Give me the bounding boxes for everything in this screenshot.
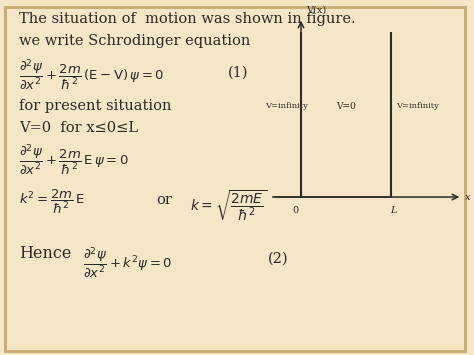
Text: The situation of  motion was shown in figure.: The situation of motion was shown in fig… [19, 12, 355, 26]
Text: or: or [156, 193, 172, 207]
Text: (2): (2) [268, 252, 289, 266]
Text: we write Schrodinger equation: we write Schrodinger equation [19, 34, 250, 48]
Text: (1): (1) [228, 66, 248, 80]
Text: 0: 0 [292, 206, 299, 215]
Text: Hence: Hence [19, 245, 71, 262]
Text: V=0: V=0 [336, 102, 356, 111]
Text: V=0  for x≤0≤L: V=0 for x≤0≤L [19, 121, 138, 135]
Text: $\dfrac{\partial^2\psi}{\partial x^2} +\dfrac{2m}{\hbar^2}\,(\mathrm{E}-\mathrm{: $\dfrac{\partial^2\psi}{\partial x^2} +\… [19, 57, 164, 92]
Text: $k=\sqrt{\dfrac{2mE}{\hbar^2}}$: $k=\sqrt{\dfrac{2mE}{\hbar^2}}$ [190, 188, 267, 223]
Text: L: L [390, 206, 397, 215]
Text: for present situation: for present situation [19, 99, 172, 113]
Text: V=infinity: V=infinity [265, 102, 308, 110]
Text: V=infinity: V=infinity [396, 102, 438, 110]
Text: V(x): V(x) [306, 5, 326, 14]
Text: x: x [465, 192, 470, 202]
Text: $k^2=\dfrac{2m}{\hbar^2}\,\mathrm{E}$: $k^2=\dfrac{2m}{\hbar^2}\,\mathrm{E}$ [19, 188, 84, 217]
Text: $\dfrac{\partial^2\psi}{\partial x^2} +k^2\psi=0$: $\dfrac{\partial^2\psi}{\partial x^2} +k… [83, 245, 172, 280]
Text: $\dfrac{\partial^2\psi}{\partial x^2} +\dfrac{2m}{\hbar^2}\,\mathrm{E}\,\psi=0$: $\dfrac{\partial^2\psi}{\partial x^2} +\… [19, 142, 129, 177]
FancyBboxPatch shape [5, 7, 465, 351]
